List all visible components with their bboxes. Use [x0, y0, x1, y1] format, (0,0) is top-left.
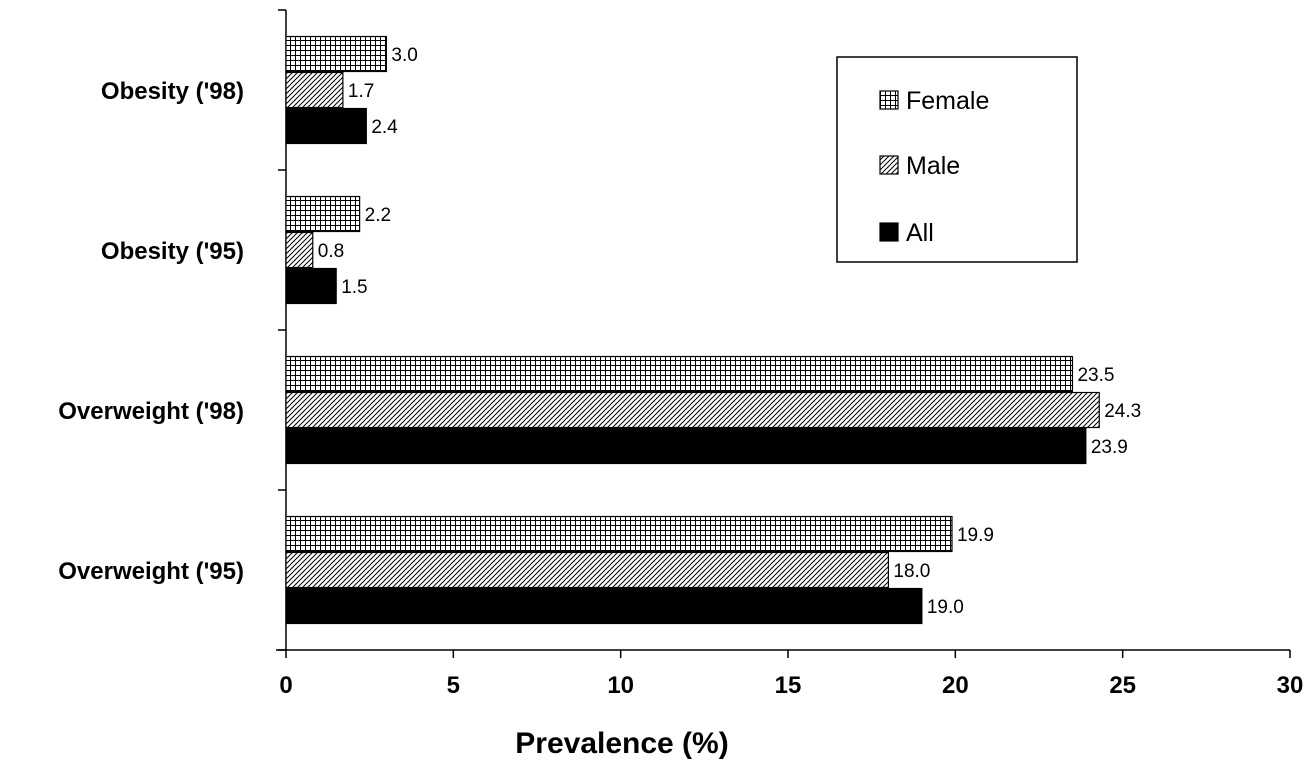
x-tick-label: 10 [607, 672, 634, 699]
legend-label-female: Female [906, 87, 989, 115]
x-tick-label: 25 [1109, 672, 1136, 699]
bar-male-obesity-98 [285, 71, 344, 109]
legend-swatch-female [879, 90, 899, 110]
legend-items: Female Male All [879, 87, 989, 247]
bar-male-overweight-98 [285, 391, 1100, 429]
legend-label-all: All [906, 219, 934, 247]
bar-all-overweight-98 [285, 427, 1087, 465]
x-tick-label: 0 [279, 672, 292, 699]
bars [285, 35, 1100, 625]
plot-area: Obesity ('98) Obesity ('95) Overweight ('9… [58, 9, 1304, 699]
data-label-male-overweight-98: 24.3 [1104, 401, 1141, 422]
data-label-female-overweight-95: 19.9 [957, 525, 994, 546]
data-label-all-overweight-98: 23.9 [1091, 437, 1128, 458]
legend: Female Male All [836, 56, 1078, 263]
legend-label-male: Male [906, 152, 960, 180]
category-label-obesity-95: Obesity ('95) [101, 238, 244, 265]
data-label-male-overweight-95: 18.0 [893, 561, 930, 582]
bar-female-obesity-95 [285, 195, 361, 233]
data-label-all-obesity-98: 2.4 [371, 117, 398, 138]
bar-female-obesity-98 [285, 35, 388, 73]
legend-swatch-all [879, 222, 899, 242]
data-labels: 3.0 1.7 2.4 2.2 0.8 1.5 23.5 24.3 23.9 19.9 18.0 19… [318, 45, 1141, 618]
x-tick-label: 15 [775, 672, 802, 699]
bar-all-obesity-98 [285, 107, 367, 145]
bar-female-overweight-95 [285, 515, 953, 553]
category-label-obesity-98: Obesity ('98) [101, 78, 244, 105]
x-tick-label: 30 [1277, 672, 1304, 699]
category-label-overweight-95: Overweight ('95) [58, 558, 244, 585]
data-label-male-obesity-95: 0.8 [318, 241, 344, 262]
data-label-female-obesity-98: 3.0 [391, 45, 417, 66]
data-label-male-obesity-98: 1.7 [348, 81, 374, 102]
x-tick-label: 5 [447, 672, 460, 699]
data-label-female-overweight-98: 23.5 [1077, 365, 1114, 386]
x-tick-label: 20 [942, 672, 969, 699]
bar-all-obesity-95 [285, 267, 337, 305]
legend-box [836, 56, 1078, 263]
value-axis: 0 5 10 15 20 25 30 [276, 649, 1304, 699]
data-label-all-obesity-95: 1.5 [341, 277, 367, 298]
bar-all-overweight-95 [285, 587, 923, 625]
data-label-all-overweight-95: 19.0 [927, 597, 964, 618]
legend-swatch-male [879, 155, 899, 175]
bar-female-overweight-98 [285, 355, 1074, 393]
x-axis-title: Prevalence (%) [515, 727, 728, 760]
data-label-female-obesity-95: 2.2 [365, 205, 391, 226]
bar-male-obesity-95 [285, 231, 314, 269]
bar-male-overweight-95 [285, 551, 890, 589]
category-label-overweight-98: Overweight ('98) [58, 398, 244, 425]
category-axis: Obesity ('98) Obesity ('95) Overweight ('9… [58, 9, 287, 651]
